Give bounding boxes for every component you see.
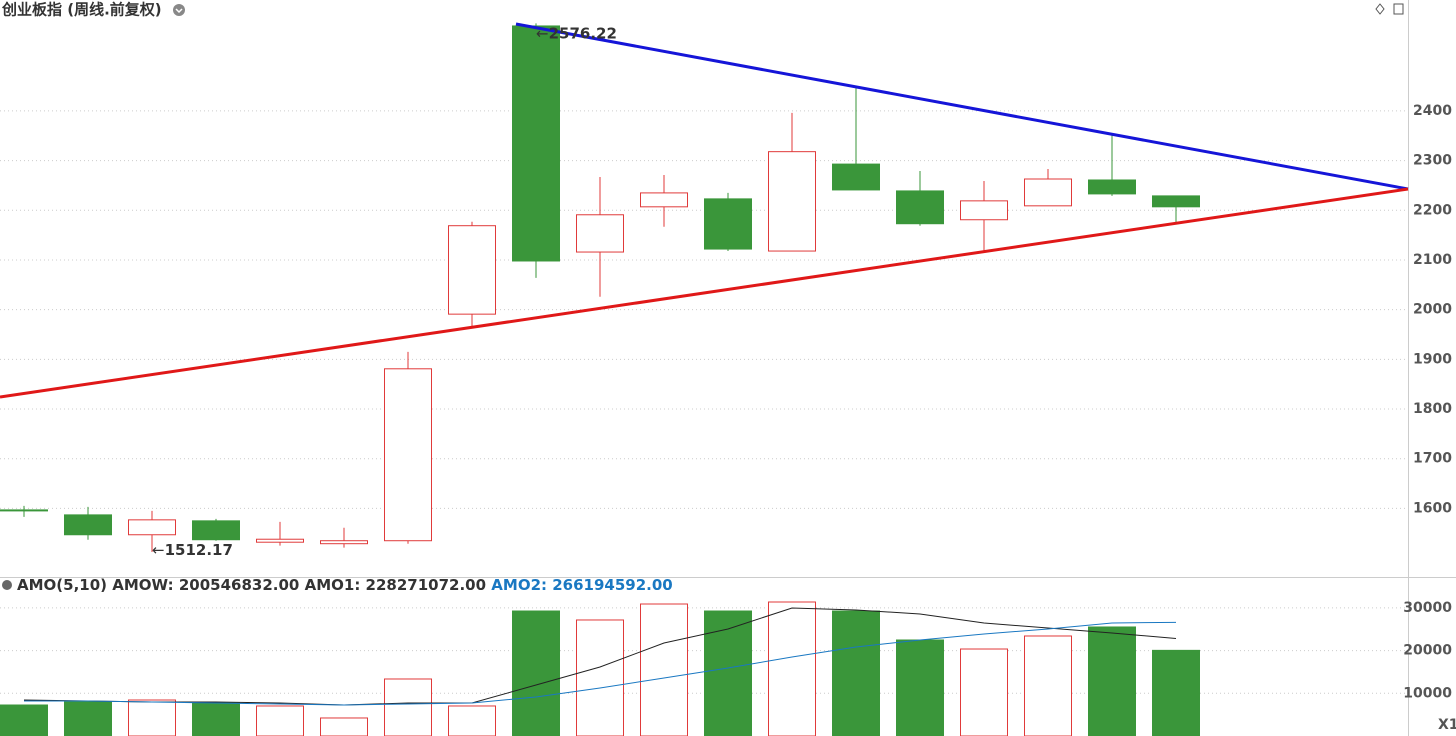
min-annotation: ←1512.17 — [152, 541, 233, 559]
y-tick-label: 20000 — [1403, 643, 1452, 659]
volume-bar — [192, 702, 240, 736]
volume-bar — [960, 648, 1008, 736]
volume-bar — [0, 704, 48, 736]
candle-body — [256, 538, 304, 543]
candle-body — [192, 520, 240, 541]
candle-body — [1024, 178, 1072, 207]
candle-body — [640, 192, 688, 208]
diamond-icon[interactable] — [1375, 3, 1385, 15]
volume-bar — [384, 678, 432, 736]
legend-entry: AMO1: 228271072.00 — [305, 576, 486, 594]
annotation-value: 2576.22 — [549, 24, 617, 42]
volume-bar — [64, 701, 112, 736]
indicator-header: AMO(5,10) AMOW: 200546832.00 AMO1: 22827… — [17, 576, 673, 594]
menu-icon[interactable] — [173, 4, 185, 16]
y-tick-label: 2300 — [1413, 153, 1452, 169]
volume-bar — [640, 603, 688, 736]
candle-body — [1088, 179, 1136, 195]
trendline-lower — [0, 187, 1409, 399]
volume-bar — [768, 601, 816, 736]
max-annotation: ←2576.22 — [536, 24, 617, 42]
candle-body — [768, 151, 816, 252]
y-tick-label: 1800 — [1413, 401, 1452, 417]
volume-bar — [1088, 626, 1136, 736]
indicator-readout: AMOW: 200546832.00 — [112, 576, 299, 594]
y-tick-label: 2200 — [1413, 202, 1452, 218]
plot-area — [0, 23, 1408, 736]
y-tick-label: 1700 — [1413, 451, 1452, 467]
candle-body — [64, 514, 112, 536]
chart-title: 创业板指 (周线.前复权) — [1, 1, 162, 19]
volume-bar — [832, 610, 880, 736]
candle-body — [832, 163, 880, 191]
volume-bar — [256, 705, 304, 736]
volume-bar — [320, 717, 368, 736]
y-tick-label: 1600 — [1413, 500, 1452, 516]
y-tick-label: 30000 — [1403, 600, 1452, 616]
candle-body — [0, 509, 48, 512]
candle-body — [576, 214, 624, 253]
volume-bar — [896, 639, 944, 736]
trendline-upper — [515, 22, 1409, 191]
annotation-value: 1512.17 — [165, 541, 233, 559]
candle-body — [1152, 195, 1200, 208]
volume-bar — [448, 705, 496, 736]
y-tick-label: 2100 — [1413, 252, 1452, 268]
ma-line — [23, 607, 1177, 706]
volume-bar — [576, 619, 624, 736]
candle-body — [448, 225, 496, 315]
y-tick-label: 10000 — [1403, 685, 1452, 701]
menu-icon[interactable] — [2, 580, 12, 590]
legend-entry: AMO2: 266194592.00 — [491, 576, 672, 594]
y-tick-label: 2000 — [1413, 302, 1452, 318]
indicator-title: AMO(5,10) — [17, 576, 107, 594]
candle-body — [384, 368, 432, 542]
volume-bar — [1024, 635, 1072, 736]
candle-body — [704, 198, 752, 250]
volume-bar — [128, 699, 176, 736]
menu-chevron — [175, 8, 183, 14]
y-tick-label: 1900 — [1413, 351, 1452, 367]
unit-label: X1万 — [1438, 717, 1456, 733]
candle-body — [128, 519, 176, 536]
volume-bar — [1152, 649, 1200, 736]
candle-body — [960, 200, 1008, 221]
volume-bar — [512, 610, 560, 736]
volume-bar — [704, 610, 752, 736]
candle-body — [320, 540, 368, 545]
y-tick-label: 2400 — [1413, 103, 1452, 119]
window-icon[interactable] — [1393, 3, 1404, 15]
candle-body — [512, 25, 560, 262]
candle-body — [896, 190, 944, 225]
ma-line — [24, 621, 1177, 706]
